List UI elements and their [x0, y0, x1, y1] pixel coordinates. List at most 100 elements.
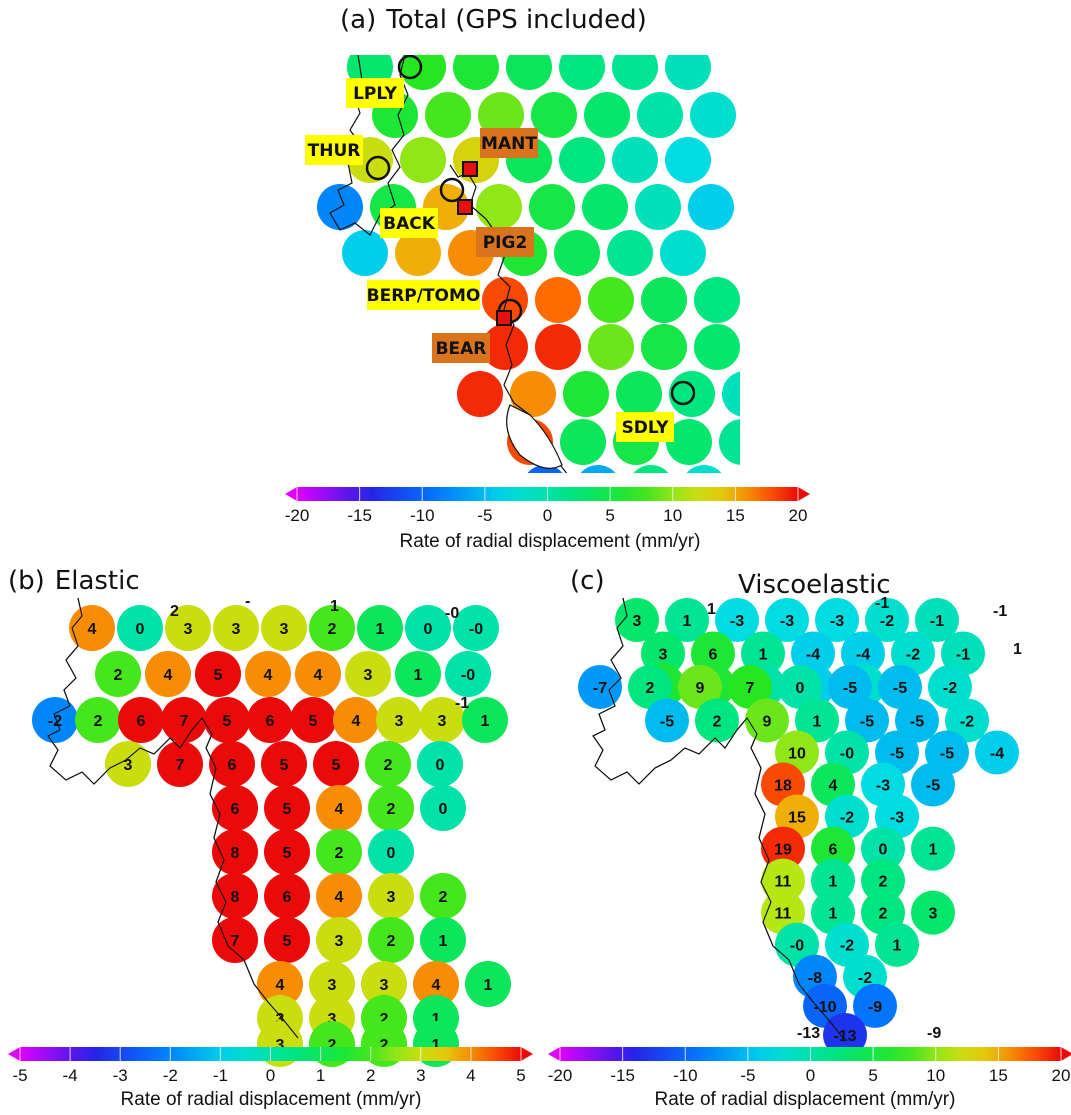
value-circle — [911, 762, 955, 807]
rate-circle — [666, 419, 712, 465]
rate-circle — [665, 137, 711, 183]
circle-value-label: -0 — [840, 746, 854, 763]
rate-circle — [457, 371, 503, 417]
panel-b-tag: (b) — [8, 566, 45, 596]
value-circle — [861, 858, 905, 903]
panel-c-title-text: Viscoelastic — [738, 570, 891, 600]
value-circle — [828, 664, 872, 709]
edge-value-label: -0 — [445, 605, 459, 622]
value-circle — [75, 697, 121, 743]
station-label: THUR — [308, 141, 361, 161]
value-circle — [161, 697, 207, 743]
value-circle — [823, 1013, 867, 1057]
circle-value-label: 7 — [180, 713, 189, 730]
rate-circle — [690, 92, 736, 138]
circle-value-label: 0 — [424, 621, 433, 638]
rate-circle — [747, 324, 793, 370]
value-circle — [118, 697, 164, 743]
station-label: PIG2 — [483, 233, 528, 253]
circle-value-label: -5 — [660, 713, 674, 730]
circle-value-label: -3 — [730, 613, 744, 630]
circle-value-label: 10 — [788, 746, 806, 763]
rate-circle — [531, 92, 577, 138]
rate-circle — [635, 184, 681, 230]
circle-value-label: -4 — [856, 646, 870, 663]
edge-value-label: - — [245, 593, 250, 610]
rate-circle — [529, 184, 575, 230]
value-circle — [368, 829, 414, 875]
circle-value-label: -2 — [960, 713, 974, 730]
circle-value-label: -2 — [858, 970, 872, 987]
circle-value-label: 11 — [775, 906, 792, 923]
colorbar-c — [548, 1047, 1071, 1061]
edge-value-label: -9 — [927, 1025, 941, 1042]
circle-value-label: 3 — [280, 621, 289, 638]
circle-value-label: 2 — [328, 1037, 337, 1054]
colorbar-tick-label: -5 — [740, 1066, 756, 1085]
colorbar-tick-label: -15 — [610, 1066, 635, 1085]
rate-circle — [722, 371, 740, 417]
circle-value-label: 2 — [114, 667, 123, 684]
value-circle — [941, 631, 985, 676]
edge-value-label: -1 — [455, 695, 469, 712]
value-circle — [928, 664, 972, 709]
value-circle — [419, 697, 465, 743]
rate-circle — [506, 55, 552, 90]
circle-value-label: -9 — [868, 999, 882, 1016]
value-circle — [316, 785, 362, 831]
value-circle — [811, 826, 855, 871]
rate-circle — [342, 230, 388, 276]
value-circle — [875, 922, 919, 967]
circle-value-label: 4 — [276, 977, 285, 994]
value-circle — [32, 697, 78, 743]
colorbar-b — [8, 1047, 533, 1061]
colorbar-tick-label: -5 — [477, 506, 493, 525]
value-circle — [741, 631, 785, 676]
panel-a-title: (a) Total (GPS included) — [340, 5, 647, 35]
value-circle — [264, 785, 310, 831]
map-panel-b: 4 0 3 3 3 2 1 0 -02 4 5 4 4 3 1 -0-2 2 6 7 5 6 5 4 3 3 13 7 6 5 5 2 06 5… — [32, 593, 511, 1067]
colorbar-tick-label: -2 — [162, 1066, 178, 1085]
rate-circle — [482, 324, 528, 370]
colorbar-tick-label: -4 — [62, 1066, 78, 1085]
value-circle — [761, 858, 805, 903]
value-circle — [117, 605, 163, 651]
circle-value-label: 1 — [813, 713, 822, 730]
circle-value-label: -3 — [830, 613, 844, 630]
value-circle — [891, 631, 935, 676]
colorbar-c-label: Rate of radial displacement (mm/yr) — [654, 1089, 956, 1110]
rate-circle — [535, 277, 581, 323]
rate-circle — [476, 184, 522, 230]
circle-value-label: -7 — [593, 680, 607, 697]
circle-value-label: 18 — [774, 778, 792, 795]
circle-value-label: 2 — [387, 933, 396, 950]
station-label-bg — [480, 128, 538, 158]
rate-circle — [588, 324, 634, 370]
value-circle — [641, 631, 685, 676]
station-label-bg — [367, 280, 480, 310]
rate-circle — [641, 324, 687, 370]
circle-value-label: -3 — [890, 810, 904, 827]
circle-value-label: 3 — [395, 713, 404, 730]
colorbar-tick-label: -1 — [212, 1066, 228, 1085]
circle-value-label: 0 — [136, 621, 145, 638]
colorbar-tick-label: 2 — [365, 1066, 376, 1085]
map-panel-a: LPLY THUR MANT BACK PIG2 BERP/TOMO BEAR SDLY — [305, 55, 740, 473]
circle-value-label: 2 — [646, 680, 655, 697]
circle-value-label: 4 — [335, 889, 344, 906]
rate-circle — [510, 371, 556, 417]
circle-value-label: -2 — [943, 680, 957, 697]
circle-value-label: 1 — [759, 646, 768, 663]
rate-circle — [660, 230, 706, 276]
value-circle — [413, 961, 459, 1007]
circle-value-label: -5 — [910, 713, 924, 730]
value-circle — [791, 631, 835, 676]
value-circle — [95, 651, 141, 697]
value-circle — [69, 605, 115, 651]
circle-value-label: -4 — [806, 646, 820, 663]
circle-value-label: 1 — [829, 874, 838, 891]
edge-value-label: -13 — [797, 1025, 820, 1042]
value-circle — [405, 605, 451, 651]
colorbar-tick-label: 5 — [516, 1066, 526, 1085]
rate-circle — [637, 92, 683, 138]
